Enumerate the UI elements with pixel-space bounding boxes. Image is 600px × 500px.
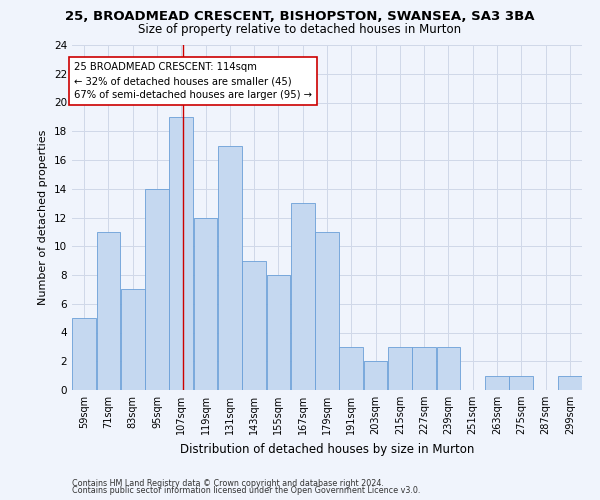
Bar: [412, 347, 436, 390]
Text: Contains public sector information licensed under the Open Government Licence v3: Contains public sector information licen…: [72, 486, 421, 495]
Bar: [485, 376, 509, 390]
Text: Size of property relative to detached houses in Murton: Size of property relative to detached ho…: [139, 22, 461, 36]
Bar: [121, 290, 145, 390]
Bar: [364, 361, 388, 390]
Bar: [437, 347, 460, 390]
Bar: [509, 376, 533, 390]
Bar: [558, 376, 581, 390]
Bar: [97, 232, 120, 390]
Bar: [340, 347, 363, 390]
Bar: [242, 260, 266, 390]
Y-axis label: Number of detached properties: Number of detached properties: [38, 130, 49, 305]
Bar: [291, 203, 314, 390]
Bar: [266, 275, 290, 390]
Bar: [194, 218, 217, 390]
Bar: [169, 117, 193, 390]
X-axis label: Distribution of detached houses by size in Murton: Distribution of detached houses by size …: [180, 442, 474, 456]
Text: Contains HM Land Registry data © Crown copyright and database right 2024.: Contains HM Land Registry data © Crown c…: [72, 478, 384, 488]
Text: 25 BROADMEAD CRESCENT: 114sqm
← 32% of detached houses are smaller (45)
67% of s: 25 BROADMEAD CRESCENT: 114sqm ← 32% of d…: [74, 62, 312, 100]
Bar: [218, 146, 242, 390]
Bar: [73, 318, 96, 390]
Bar: [315, 232, 339, 390]
Bar: [388, 347, 412, 390]
Text: 25, BROADMEAD CRESCENT, BISHOPSTON, SWANSEA, SA3 3BA: 25, BROADMEAD CRESCENT, BISHOPSTON, SWAN…: [65, 10, 535, 23]
Bar: [145, 188, 169, 390]
